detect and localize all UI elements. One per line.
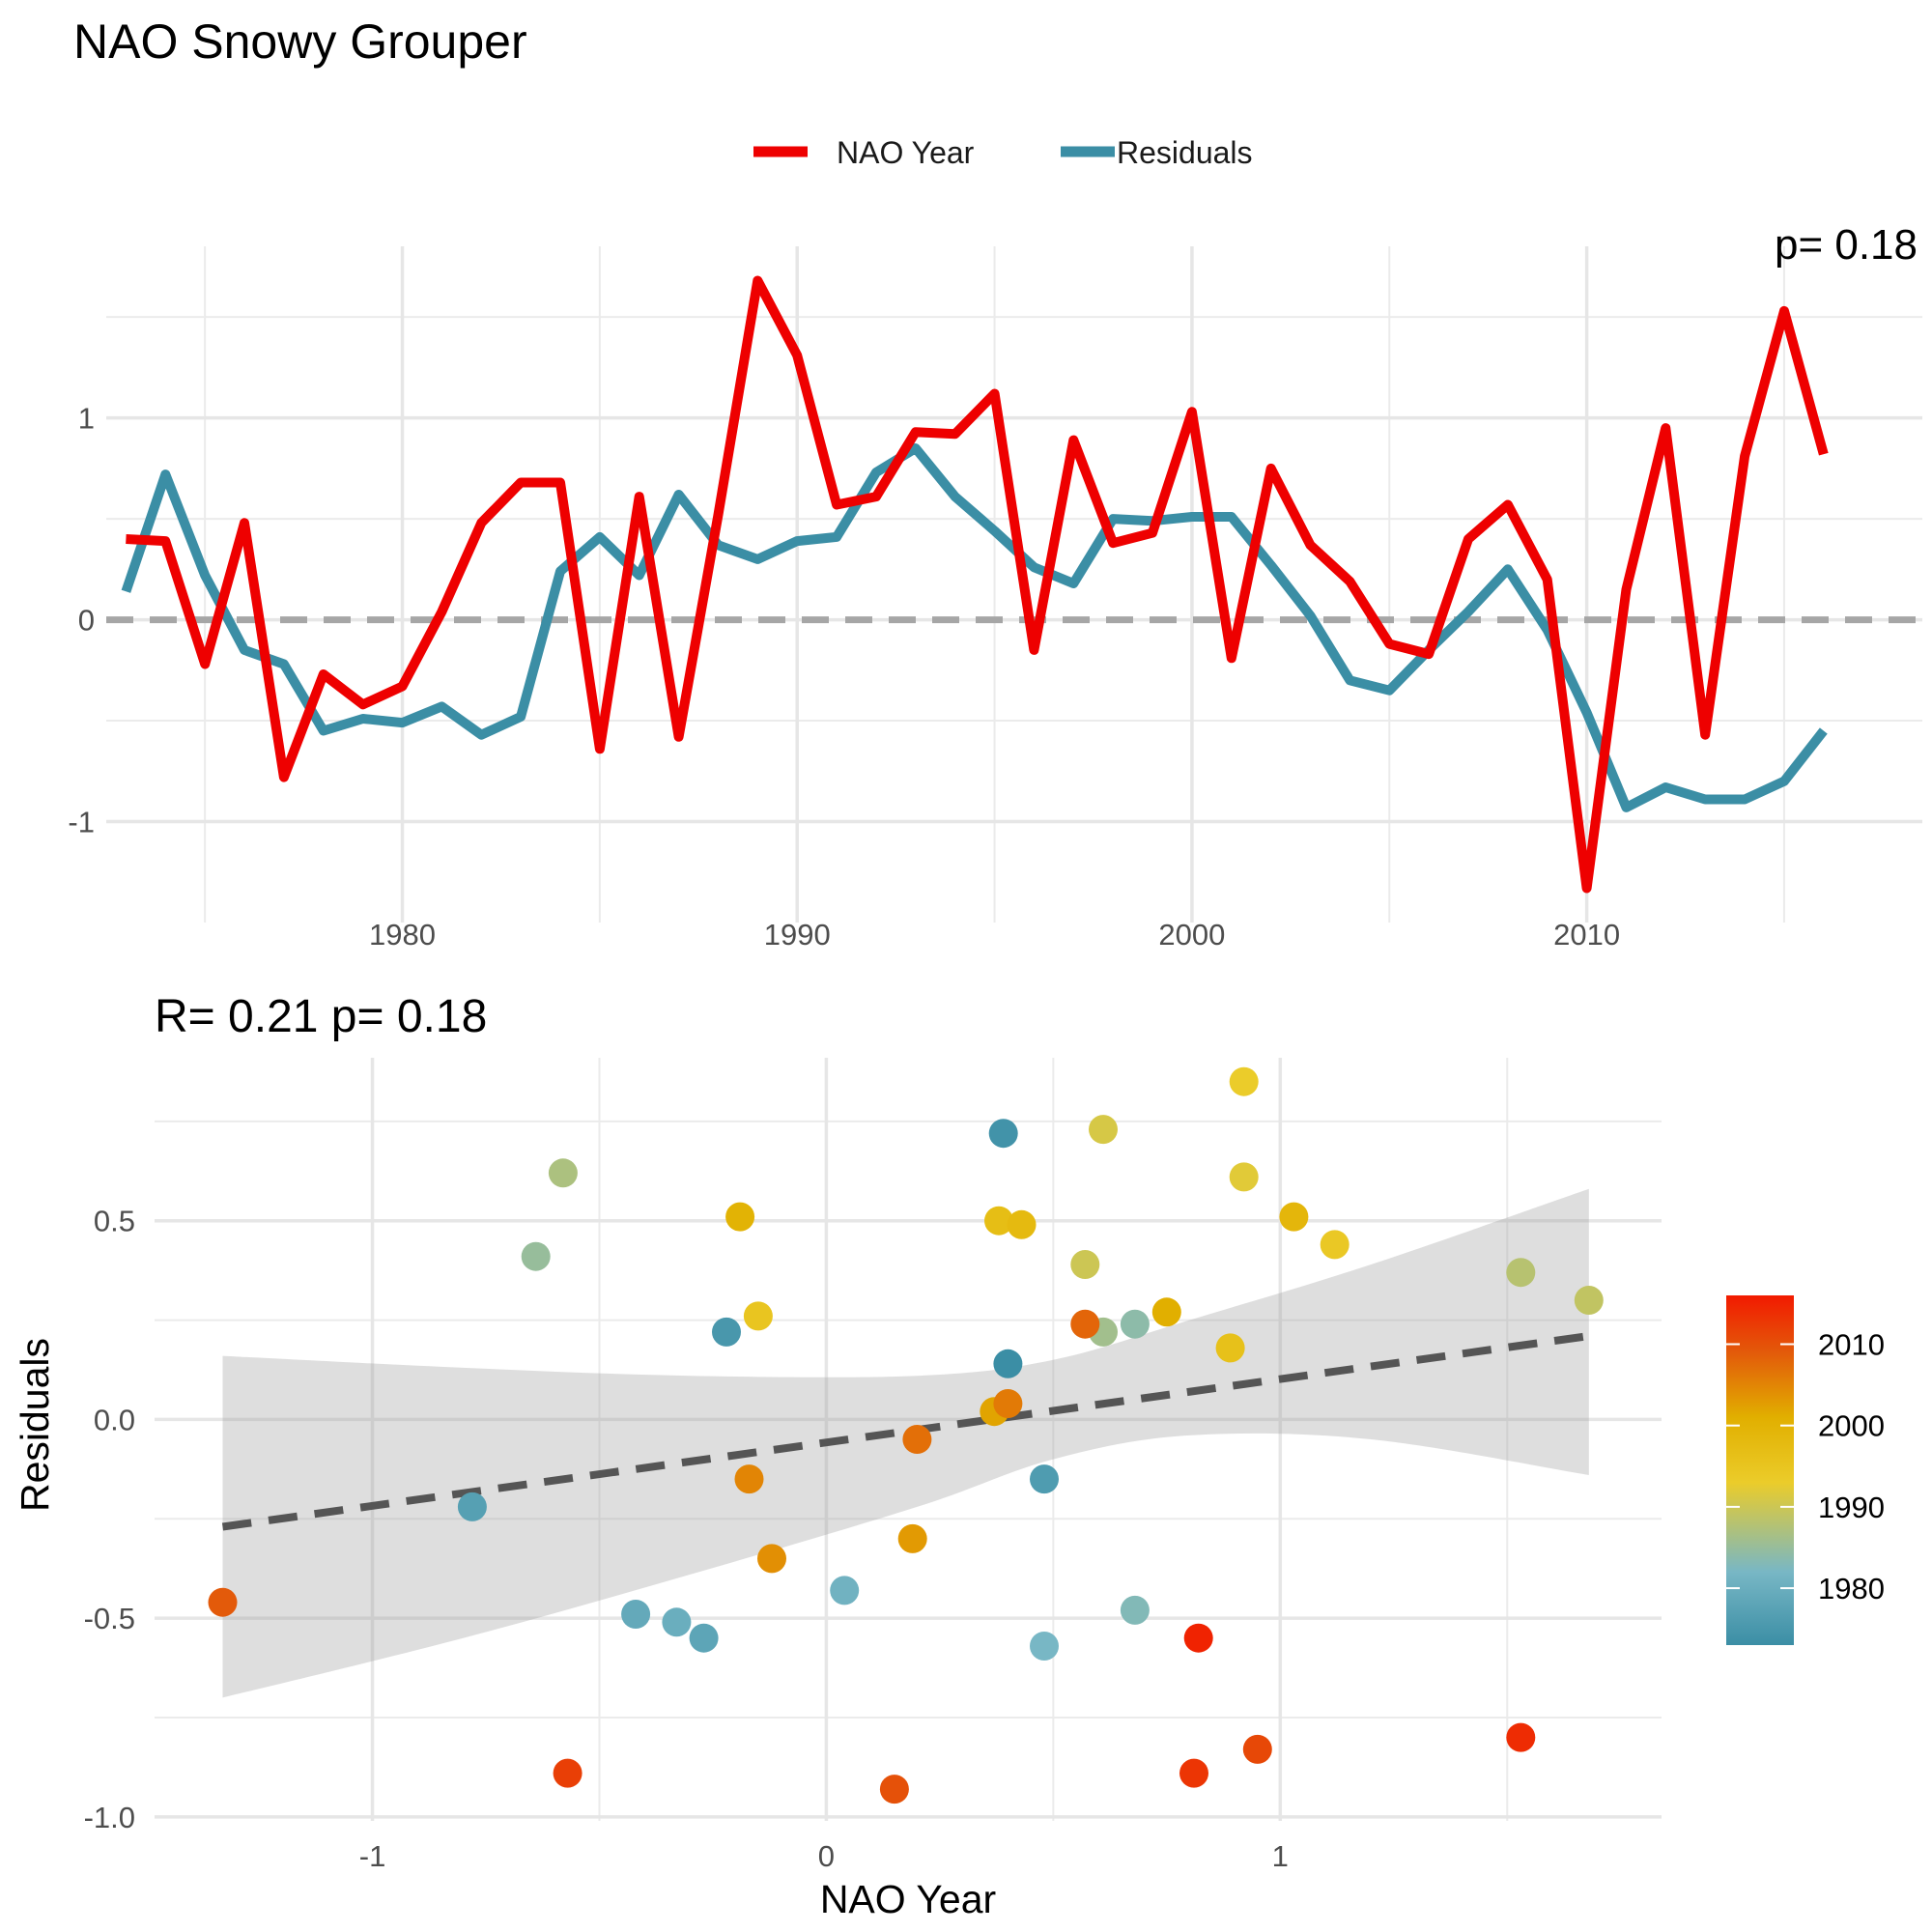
x-axis-title: NAO Year (820, 1877, 996, 1921)
y-axis-title: Residuals (13, 1338, 57, 1512)
scatter-point (1120, 1595, 1150, 1625)
scatter-point (208, 1587, 238, 1617)
scatter-point (984, 1206, 1013, 1236)
scatter-point (1242, 1734, 1272, 1764)
scatter-point (1120, 1309, 1150, 1339)
scatter-point (725, 1202, 755, 1232)
scatter-y-tick-label: 0.5 (94, 1205, 135, 1238)
corner-annotation: p= 0.18 (1775, 221, 1918, 269)
colorbar-tick-label: 2000 (1818, 1409, 1885, 1443)
top-y-tick-label: 0 (78, 604, 95, 638)
scatter-x-tick-label: 0 (818, 1839, 835, 1873)
colorbar-gradient (1726, 1295, 1794, 1645)
scatter-y-tick-label: -0.5 (84, 1602, 135, 1635)
scatter-point (1183, 1623, 1213, 1653)
colorbar-tick-label: 2010 (1818, 1328, 1885, 1362)
scatter-point (1279, 1202, 1309, 1232)
colorbar-ticks: 2010 2000 1990 1980 (1726, 1328, 1885, 1605)
scatter-point (1574, 1286, 1604, 1315)
time-series-lines (121, 275, 1829, 894)
scatter-point (1070, 1250, 1100, 1279)
series-line-nao-year (126, 275, 1829, 894)
top-y-tick-label: 1 (78, 402, 95, 436)
legend-label-residuals: Residuals (1117, 135, 1253, 170)
scatter-point (1215, 1333, 1245, 1363)
scatter-points (208, 1066, 1604, 1804)
scatter-point (1030, 1632, 1059, 1661)
scatter-point (1030, 1464, 1059, 1494)
scatter-point (621, 1600, 651, 1629)
scatter-point (1229, 1066, 1259, 1096)
legend-label-nao-year: NAO Year (837, 135, 975, 170)
top-x-tick-label: 2010 (1553, 918, 1620, 952)
scatter-point (1506, 1258, 1536, 1288)
scatter-panel: -1 0 1 -1.0 -0.5 0.0 0.5 NAO Year Residuals (13, 1058, 1662, 1921)
scatter-point (734, 1464, 764, 1494)
scatter-title: R= 0.21 p= 0.18 (155, 991, 487, 1042)
scatter-x-tick-label: -1 (359, 1839, 386, 1873)
top-x-tick-label: 1990 (764, 918, 831, 952)
scatter-point (548, 1158, 578, 1188)
scatter-point (1320, 1230, 1350, 1260)
scatter-y-tick-label: -1.0 (84, 1801, 135, 1834)
scatter-point (521, 1241, 551, 1271)
time-series-panel: 1980 1990 2000 2010 -1 0 1 p= 0.18 (68, 221, 1922, 952)
scatter-point (1089, 1115, 1118, 1145)
scatter-y-tick-label: 0.0 (94, 1403, 135, 1436)
scatter-point (897, 1523, 927, 1553)
scatter-point (1229, 1162, 1259, 1192)
scatter-x-tick-label: 1 (1272, 1839, 1289, 1873)
scatter-point (553, 1758, 582, 1788)
scatter-point (757, 1544, 786, 1574)
scatter-point (1070, 1309, 1100, 1339)
colorbar-tick-label: 1980 (1818, 1572, 1885, 1605)
scatter-point (993, 1349, 1023, 1378)
top-x-tick-label: 2000 (1158, 918, 1225, 952)
scatter-point (1179, 1758, 1208, 1788)
time-series-ticks: 1980 1990 2000 2010 -1 0 1 (68, 402, 1620, 952)
scatter-point (457, 1492, 487, 1521)
scatter-point (662, 1607, 692, 1637)
scatter-point (1506, 1722, 1536, 1752)
scatter-point (830, 1576, 860, 1605)
figure-title: NAO Snowy Grouper (73, 14, 527, 69)
series-line-residuals (121, 443, 1828, 812)
top-y-tick-label: -1 (68, 806, 95, 839)
scatter-point (712, 1317, 741, 1347)
colorbar-tick-label: 1990 (1818, 1491, 1885, 1524)
top-x-tick-label: 1980 (369, 918, 436, 952)
scatter-point (902, 1425, 932, 1454)
scatter-grid (155, 1058, 1662, 1821)
scatter-point (1151, 1297, 1181, 1327)
scatter-point (689, 1623, 719, 1653)
colorbar: 2010 2000 1990 1980 (1726, 1295, 1885, 1645)
time-series-grid (106, 246, 1922, 923)
legend: NAO Year Residuals (753, 135, 1253, 170)
scatter-point (988, 1119, 1018, 1149)
scatter-point (879, 1775, 909, 1804)
scatter-point (743, 1301, 773, 1331)
scatter-ticks: -1 0 1 -1.0 -0.5 0.0 0.5 (84, 1205, 1289, 1873)
scatter-point (1007, 1209, 1037, 1239)
scatter-point (993, 1389, 1023, 1418)
